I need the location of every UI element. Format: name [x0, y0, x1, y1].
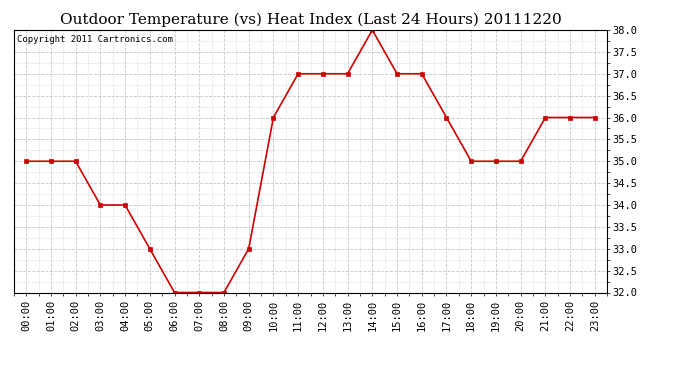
Title: Outdoor Temperature (vs) Heat Index (Last 24 Hours) 20111220: Outdoor Temperature (vs) Heat Index (Las… — [59, 13, 562, 27]
Text: Copyright 2011 Cartronics.com: Copyright 2011 Cartronics.com — [17, 35, 172, 44]
